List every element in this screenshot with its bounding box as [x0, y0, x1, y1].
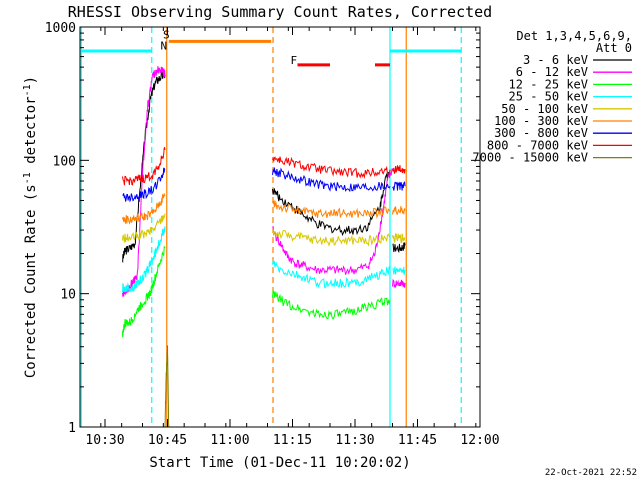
- y-axis-label: Corrected Count Rate (s-1 detector-1): [22, 76, 39, 378]
- annotation-layer: SN F: [160, 28, 297, 66]
- chart-title: RHESSI Observing Summary Count Rates, Co…: [68, 3, 492, 21]
- series-25-50kev: [122, 226, 406, 294]
- series-layer: [122, 66, 406, 427]
- series-line: [272, 167, 391, 193]
- x-tick-label: 10:45: [148, 433, 187, 448]
- x-tick-label: 12:00: [460, 433, 499, 448]
- series-300-800kev: [122, 167, 406, 203]
- x-tick-label: 11:00: [210, 433, 249, 448]
- legend-label: 800 - 7000 keV: [487, 138, 588, 152]
- series-line: [392, 242, 406, 254]
- x-axis-label: Start Time (01-Dec-11 10:20:02): [149, 455, 410, 471]
- series-3-6kev: [122, 70, 406, 264]
- legend-label: 7000 - 15000 keV: [472, 151, 588, 165]
- series-line: [392, 278, 406, 289]
- series-line: [272, 260, 391, 289]
- legend-label: 50 - 100 keV: [501, 102, 588, 116]
- annotation-n: N: [160, 39, 167, 52]
- y-tick-label: 1: [68, 421, 76, 436]
- annotation-f: F: [290, 54, 297, 67]
- legend-label: 25 - 50 keV: [509, 90, 588, 104]
- legend-header-line-1: Det 1,3,4,5,6,9,: [516, 29, 632, 43]
- legend-label: 6 - 12 keV: [516, 65, 588, 79]
- x-tick-label: 11:30: [335, 433, 374, 448]
- series-line: [272, 156, 391, 179]
- series-line: [122, 246, 166, 338]
- series-line: [392, 165, 406, 174]
- series-12-25kev: [122, 246, 391, 338]
- series-line: [392, 180, 406, 191]
- series-50-100kev: [122, 213, 406, 247]
- series-line: [392, 233, 406, 244]
- y-tick-label: 10: [60, 288, 76, 303]
- x-tick-label: 11:15: [273, 433, 312, 448]
- x-tick-label: 11:45: [398, 433, 437, 448]
- series-line: [122, 226, 166, 294]
- series-line: [164, 345, 170, 427]
- series-6-12kev: [122, 66, 406, 297]
- annotation-s: S: [163, 28, 170, 41]
- overlay-markers: [80, 27, 462, 427]
- series-line: [122, 167, 166, 203]
- y-axis: 1 10 100 1000: [45, 21, 480, 436]
- series-line: [272, 288, 391, 320]
- series-line: [122, 193, 166, 225]
- legend-label: 100 - 300 keV: [494, 114, 588, 128]
- series-line: [122, 66, 166, 297]
- series-800-7000kev: [122, 146, 406, 186]
- series-7000-15000kev: [164, 345, 170, 427]
- y-tick-label: 1000: [45, 21, 76, 36]
- series-line: [272, 199, 391, 219]
- series-line: [272, 168, 393, 275]
- series-line: [122, 213, 166, 243]
- footer-timestamp: 22-Oct-2021 22:52: [545, 468, 637, 478]
- legend-label: 3 - 6 keV: [523, 53, 588, 67]
- series-line: [272, 228, 391, 247]
- plot-frame: [79, 26, 481, 428]
- y-tick-label: 100: [53, 154, 76, 169]
- legend-label: 300 - 800 keV: [494, 126, 588, 140]
- series-line: [392, 266, 406, 275]
- legend-label: 12 - 25 keV: [509, 77, 588, 91]
- series-line: [122, 70, 166, 264]
- series-100-300kev: [122, 193, 406, 225]
- series-line: [392, 206, 406, 215]
- x-axis: 10:30 10:45 11:00 11:15 11:30 11:45 12:00: [79, 27, 500, 448]
- x-tick-label: 10:30: [85, 433, 124, 448]
- legend-header-line-2: Att 0: [596, 41, 632, 55]
- series-line: [122, 146, 166, 186]
